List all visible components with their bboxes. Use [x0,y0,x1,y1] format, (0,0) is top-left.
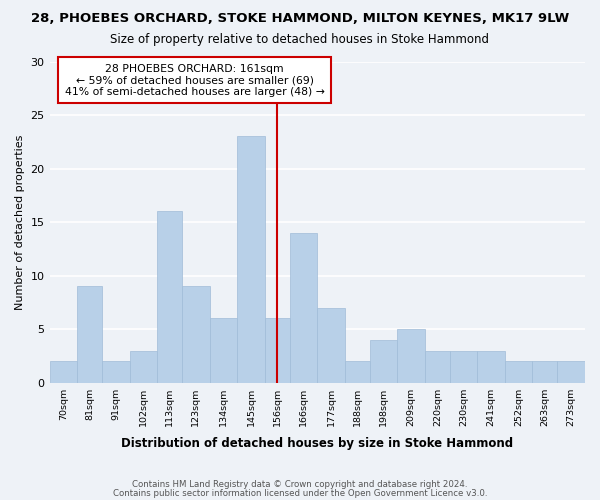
Bar [209,318,237,382]
Bar [77,286,102,382]
Bar [157,212,182,382]
Bar [397,329,425,382]
X-axis label: Distribution of detached houses by size in Stoke Hammond: Distribution of detached houses by size … [121,437,514,450]
Bar [130,350,157,382]
Text: Size of property relative to detached houses in Stoke Hammond: Size of property relative to detached ho… [110,32,490,46]
Text: 28, PHOEBES ORCHARD, STOKE HAMMOND, MILTON KEYNES, MK17 9LW: 28, PHOEBES ORCHARD, STOKE HAMMOND, MILT… [31,12,569,26]
Bar [505,361,532,382]
Bar [478,350,505,382]
Bar [557,361,585,382]
Bar [265,318,290,382]
Bar [345,361,370,382]
Bar [182,286,209,382]
Text: Contains HM Land Registry data © Crown copyright and database right 2024.: Contains HM Land Registry data © Crown c… [132,480,468,489]
Bar [370,340,397,382]
Text: 28 PHOEBES ORCHARD: 161sqm
← 59% of detached houses are smaller (69)
41% of semi: 28 PHOEBES ORCHARD: 161sqm ← 59% of deta… [65,64,325,97]
Bar [317,308,345,382]
Bar [290,233,317,382]
Text: Contains public sector information licensed under the Open Government Licence v3: Contains public sector information licen… [113,489,487,498]
Bar [425,350,450,382]
Bar [237,136,265,382]
Bar [450,350,478,382]
Bar [102,361,130,382]
Bar [50,361,77,382]
Y-axis label: Number of detached properties: Number of detached properties [15,134,25,310]
Bar [532,361,557,382]
